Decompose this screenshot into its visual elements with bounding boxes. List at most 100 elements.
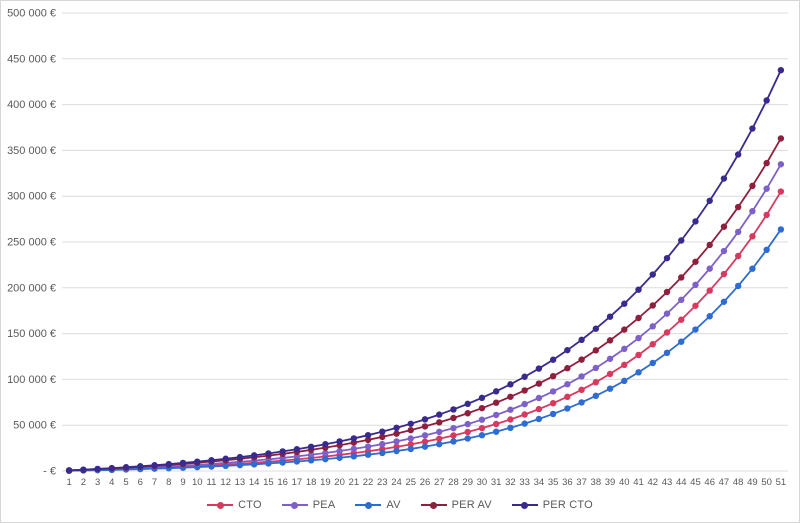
data-point-per-cto <box>535 365 543 372</box>
x-tick-label: 45 <box>690 477 701 488</box>
data-point-pea <box>763 185 770 192</box>
data-point-per-cto <box>350 435 358 442</box>
data-point-per-cto <box>621 300 628 307</box>
legend-label: AV <box>386 499 401 511</box>
x-tick-label: 1 <box>66 477 71 488</box>
data-point-per-cto <box>464 400 471 408</box>
data-point-av <box>250 461 258 468</box>
legend-label: PER AV <box>451 499 492 511</box>
data-point-av <box>678 338 685 345</box>
data-point-cto <box>578 386 585 394</box>
data-point-pea <box>350 445 358 453</box>
data-point-per-cto <box>649 271 656 278</box>
data-point-per-av <box>663 288 671 296</box>
data-point-cto <box>635 351 642 359</box>
data-point-per-av <box>478 404 486 412</box>
legend-item-per-cto: PER CTO <box>511 499 593 511</box>
data-point-av <box>393 447 400 455</box>
x-tick-label: 49 <box>747 477 758 488</box>
data-point-per-cto <box>379 428 386 435</box>
x-tick-label: 8 <box>166 477 171 488</box>
data-point-av <box>763 246 770 254</box>
data-point-pea <box>336 447 343 455</box>
data-point-pea <box>734 228 742 236</box>
data-point-per-cto <box>94 465 101 473</box>
x-tick-label: 18 <box>306 477 317 488</box>
data-point-per-cto <box>65 467 73 474</box>
x-tick-label: 4 <box>109 477 114 488</box>
data-point-cto <box>692 302 699 309</box>
data-point-cto <box>621 361 628 369</box>
data-point-per-cto <box>250 452 258 459</box>
data-point-per-av <box>450 414 457 422</box>
data-point-per-cto <box>706 197 713 204</box>
data-point-cto <box>507 416 514 423</box>
data-point-av <box>236 461 244 469</box>
data-point-pea <box>592 364 600 372</box>
data-point-pea <box>649 323 656 330</box>
y-tick-label: 450 000 € <box>7 53 56 65</box>
legend-item-av: AV <box>355 499 400 511</box>
data-point-per-cto <box>492 388 500 395</box>
x-tick-label: 27 <box>434 477 445 488</box>
data-point-per-cto <box>165 460 172 468</box>
y-tick-label: 400 000 € <box>7 99 56 111</box>
data-point-per-av <box>763 159 770 167</box>
x-tick-label: 14 <box>249 477 260 488</box>
data-point-cto <box>450 432 457 439</box>
data-point-per-cto <box>421 416 429 423</box>
data-point-per-cto <box>80 466 87 473</box>
data-point-av <box>663 349 671 357</box>
data-point-pea <box>307 451 315 458</box>
x-tick-label: 47 <box>719 477 730 488</box>
data-point-per-cto <box>307 443 315 451</box>
x-tick-label: 44 <box>676 477 687 488</box>
data-point-cto <box>706 287 713 294</box>
data-point-av <box>734 282 742 290</box>
x-tick-label: 21 <box>349 477 360 488</box>
data-point-per-av <box>364 436 372 444</box>
x-tick-label: 34 <box>534 477 545 488</box>
data-point-per-av <box>592 347 600 354</box>
data-point-av <box>450 438 457 445</box>
x-tick-label: 3 <box>95 477 100 488</box>
data-point-per-av <box>734 203 742 211</box>
x-tick-label: 2 <box>81 477 86 488</box>
data-point-pea <box>464 420 471 428</box>
x-tick-label: 25 <box>405 477 416 488</box>
data-point-per-av <box>407 426 414 434</box>
x-tick-label: 40 <box>619 477 630 488</box>
data-point-av <box>350 453 358 460</box>
x-tick-label: 35 <box>548 477 559 488</box>
data-point-per-cto <box>151 462 158 469</box>
data-point-av <box>208 463 215 470</box>
data-point-per-cto <box>208 457 215 464</box>
data-point-cto <box>564 393 571 401</box>
data-point-per-cto <box>749 125 756 132</box>
data-point-per-cto <box>450 406 457 413</box>
data-point-pea <box>492 411 500 419</box>
data-point-av <box>265 460 272 467</box>
x-tick-label: 26 <box>420 477 431 488</box>
x-tick-label: 5 <box>123 477 128 488</box>
y-tick-label: - € <box>43 466 56 478</box>
y-tick-label: 250 000 € <box>7 237 56 249</box>
data-point-per-av <box>564 365 571 372</box>
x-tick-label: 29 <box>462 477 473 488</box>
x-tick-label: 48 <box>733 477 744 488</box>
data-point-per-av <box>379 433 386 441</box>
data-point-pea <box>450 424 457 432</box>
x-tick-label: 38 <box>591 477 602 488</box>
x-tick-label: 23 <box>377 477 388 488</box>
data-point-per-cto <box>236 453 244 461</box>
data-point-pea <box>507 406 514 413</box>
data-point-per-cto <box>407 420 414 427</box>
data-point-per-av <box>649 302 656 309</box>
data-point-pea <box>407 435 414 442</box>
data-point-av <box>535 415 543 423</box>
data-point-av <box>322 455 329 463</box>
data-point-per-cto <box>179 459 187 467</box>
data-point-pea <box>706 265 713 272</box>
data-point-pea <box>749 207 756 215</box>
